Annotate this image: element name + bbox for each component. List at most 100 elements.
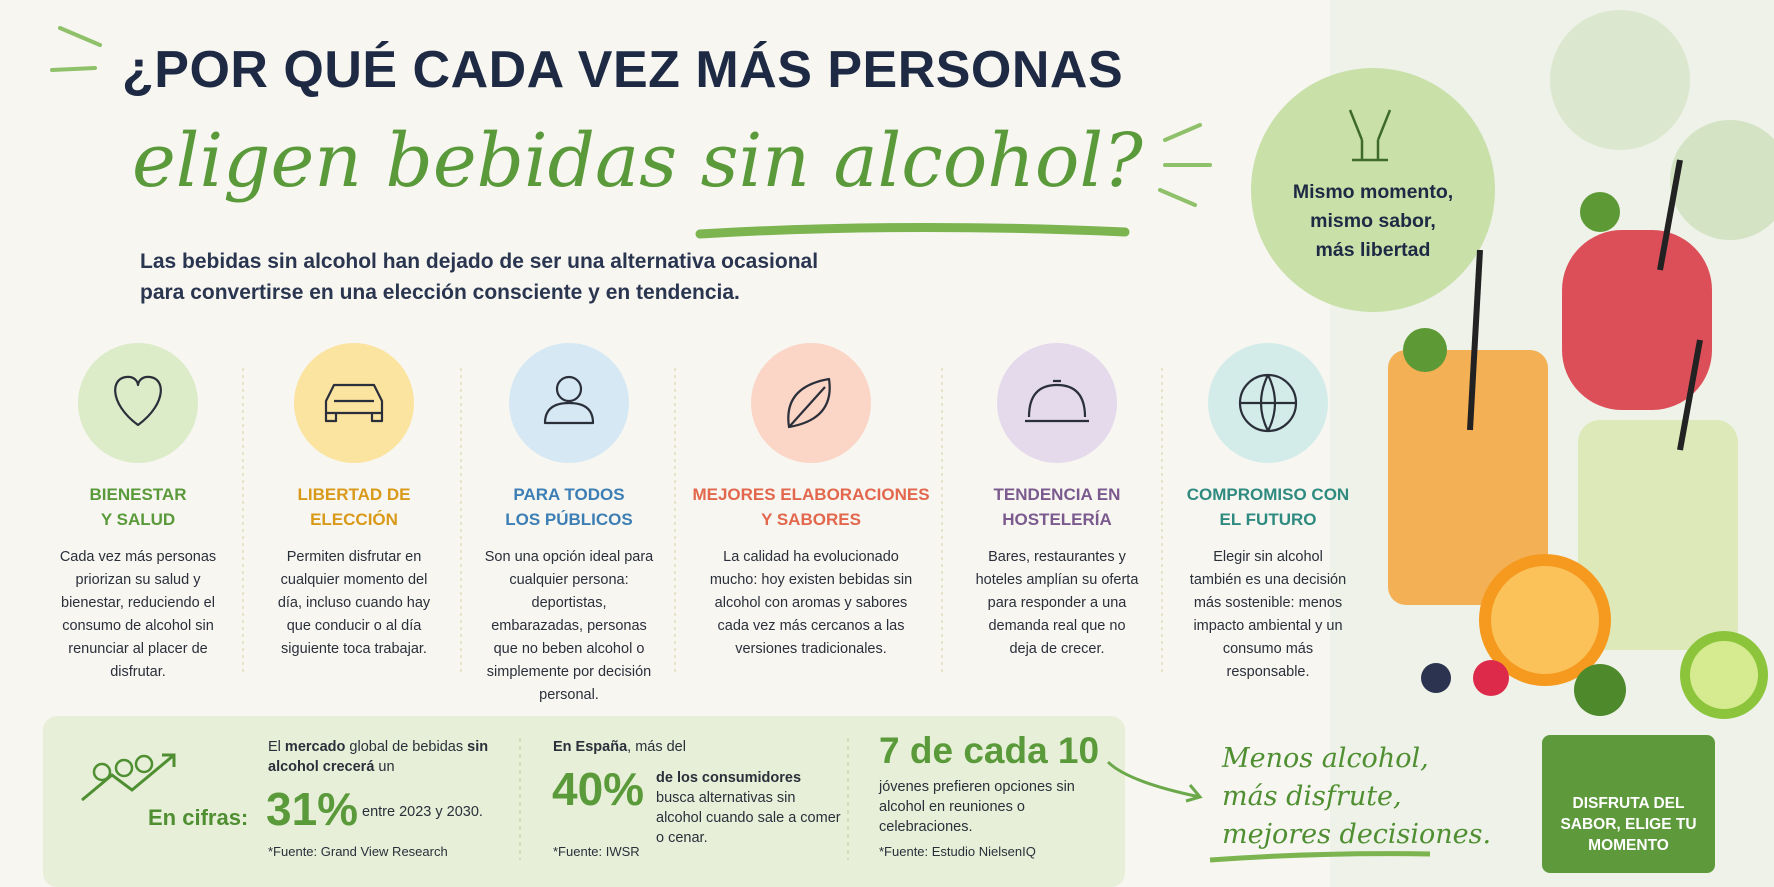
stat-intro: En España, más del xyxy=(553,737,686,757)
icon xyxy=(324,383,384,423)
card-title-line: TENDENCIA EN xyxy=(993,485,1121,504)
deco xyxy=(58,26,102,47)
stat-source: *Fuente: IWSR xyxy=(553,844,640,859)
icon xyxy=(114,375,162,427)
icon xyxy=(787,377,831,429)
card-title-line: Y SALUD xyxy=(100,510,176,529)
stat-detail: entre 2023 y 2030. xyxy=(362,804,483,820)
glasses-icon xyxy=(1348,109,1392,162)
card-text: Permiten disfrutar en cualquier momento … xyxy=(277,549,431,657)
stat-value: 31% xyxy=(266,783,359,835)
card-text: Bares, restaurantes y hoteles amplían su… xyxy=(975,549,1139,657)
card-title-line: EL FUTURO xyxy=(1219,510,1317,529)
arrow xyxy=(1106,760,1203,803)
glass xyxy=(1578,420,1738,650)
card-title-line: ELECCIÓN xyxy=(310,510,398,529)
title: ¿POR QUÉ CADA VEZ MÁS PERSONAS xyxy=(122,41,1124,99)
underline xyxy=(1209,851,1431,863)
icon xyxy=(543,375,595,425)
stat-intro: El mercado global de bebidas sin alcohol… xyxy=(268,737,498,777)
card-title: PARA TODOS LOS PÚBLICOS xyxy=(439,482,699,532)
card-title: LIBERTAD DE ELECCIÓN xyxy=(224,482,484,532)
card-title-line: HOSTELERÍA xyxy=(1002,510,1112,529)
glass xyxy=(1562,230,1712,410)
mint xyxy=(1580,192,1620,232)
badge-line: mismo sabor, xyxy=(1310,210,1436,232)
straw xyxy=(1467,249,1483,431)
card-title: COMPROMISO CON EL FUTURO xyxy=(1138,482,1398,532)
growth-icon xyxy=(81,753,176,802)
mint xyxy=(1403,328,1447,372)
glass xyxy=(1388,350,1548,605)
card-title-line: LIBERTAD DE xyxy=(297,485,411,504)
leaf-blur xyxy=(1670,120,1774,240)
text: El xyxy=(268,739,285,755)
card-title-line: MEJORES ELABORACIONES xyxy=(692,485,930,504)
text: En España xyxy=(553,739,628,755)
card-title-line: BIENESTAR xyxy=(89,485,187,504)
card-title: TENDENCIA EN HOSTELERÍA xyxy=(927,482,1187,532)
card-title-line: Y SABORES xyxy=(761,510,861,529)
stat-detail: de los consumidores busca alternativas si… xyxy=(656,768,841,848)
slogan-line: mejores decisiones. xyxy=(1222,819,1492,850)
card-title: MEJORES ELABORACIONES Y SABORES xyxy=(681,482,941,532)
icon-circle xyxy=(294,343,414,463)
straw xyxy=(1677,339,1703,451)
text: un xyxy=(374,759,395,775)
figures-label: En cifras: xyxy=(148,805,249,830)
lime xyxy=(1690,641,1758,709)
icon-circle xyxy=(997,343,1117,463)
blueberry xyxy=(1421,663,1451,693)
orange xyxy=(1491,566,1599,674)
badge-circle xyxy=(1251,68,1495,312)
growth-icon xyxy=(92,762,112,782)
mint xyxy=(1574,664,1626,716)
underline xyxy=(695,222,1130,239)
growth-icon xyxy=(114,758,134,778)
card-title-line: COMPROMISO CON xyxy=(1186,485,1350,504)
text: sin alcohol crecerá xyxy=(268,739,489,775)
text: , más del xyxy=(627,739,686,755)
stat-detail: jóvenes prefieren opciones sin alcohol e… xyxy=(879,779,1075,835)
slogan: Menos alcohol, más disfrute, mejores dec… xyxy=(1222,740,1491,854)
deco xyxy=(1158,188,1197,207)
stat-value: 7 de cada 10 xyxy=(879,730,1100,771)
text: global de bebidas xyxy=(345,739,468,755)
straw xyxy=(1657,159,1683,271)
subtitle: Las bebidas sin alcohol han dejado de se… xyxy=(140,246,818,308)
subtitle-line: para convertirse en una elección conscie… xyxy=(140,281,740,304)
deco xyxy=(50,66,97,72)
card-title-line: PARA TODOS xyxy=(513,485,625,504)
drinks-illustration xyxy=(1388,159,1768,719)
card-text: La calidad ha evolucionado mucho: hoy ex… xyxy=(709,549,913,657)
slogan-line: más disfrute, xyxy=(1222,781,1402,812)
stat-source: *Fuente: Grand View Research xyxy=(268,844,448,859)
card-title-line: LOS PÚBLICOS xyxy=(505,510,633,529)
stat-value: 40% xyxy=(552,763,645,815)
text: de los consumidores xyxy=(656,770,802,786)
subtitle-line: Las bebidas sin alcohol han dejado de se… xyxy=(140,250,819,273)
icon xyxy=(1025,379,1089,423)
badge: Mismo momento, mismo sabor, más libertad xyxy=(1255,178,1491,265)
stat-source: *Fuente: Estudio NielsenIQ xyxy=(879,844,1036,859)
icon xyxy=(1238,373,1298,433)
figures-panel xyxy=(43,716,1125,887)
text: busca alternativas sin alcohol cuando sa… xyxy=(656,790,841,846)
cta-button[interactable]: DISFRUTA DEL SABOR, ELIGE TU MOMENTO xyxy=(1542,735,1715,873)
growth-icon xyxy=(134,754,154,774)
icon-circle xyxy=(78,343,198,463)
card-text: Cada vez más personas priorizan su salud… xyxy=(59,549,217,680)
badge-line: Mismo momento, xyxy=(1292,181,1454,203)
text: mercado xyxy=(284,739,346,755)
leaf-blur xyxy=(1550,10,1690,150)
card-text: Son una opción ideal para cualquier pers… xyxy=(484,549,654,703)
badge-line: más libertad xyxy=(1315,239,1431,261)
slogan-line: Menos alcohol, xyxy=(1222,743,1429,774)
raspberry xyxy=(1473,660,1509,696)
deco xyxy=(1163,123,1202,142)
script-title: eligen bebidas sin alcohol? xyxy=(132,118,1143,204)
card-title: BIENESTAR Y SALUD xyxy=(8,482,268,532)
card-text: Elegir sin alcohol también es una decisi… xyxy=(1189,549,1347,680)
